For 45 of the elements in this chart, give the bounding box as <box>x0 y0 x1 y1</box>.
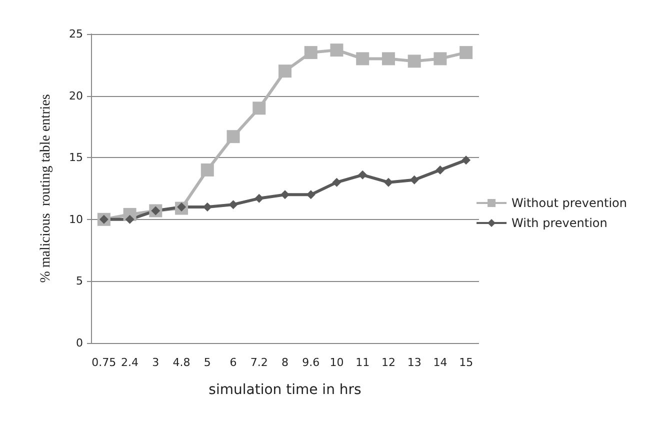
point <box>356 52 370 66</box>
x-tick-label: 12 <box>381 356 396 369</box>
point <box>434 52 447 66</box>
x-tick-label: 10 <box>330 356 344 369</box>
point <box>252 102 266 115</box>
legend-label: With prevention <box>512 216 608 230</box>
y-tick-label: 20 <box>69 89 83 102</box>
y-tick-label: 25 <box>69 28 83 40</box>
x-tick-label: 6 <box>230 356 237 369</box>
point <box>226 130 240 144</box>
x-tick-label: 5 <box>204 356 211 369</box>
point <box>436 165 445 174</box>
y-tick-label: 15 <box>69 151 83 164</box>
point <box>280 190 290 200</box>
point <box>332 178 342 187</box>
point <box>462 156 471 165</box>
legend-label: Without prevention <box>512 196 628 210</box>
x-tick-label: 8 <box>282 356 288 369</box>
x-tick-label: 14 <box>433 356 448 369</box>
point <box>125 214 134 224</box>
point <box>384 178 393 187</box>
y-tick-label: 0 <box>76 336 83 350</box>
x-tick-label: 3 <box>152 356 160 369</box>
x-axis-title: simulation time in hrs <box>208 382 362 398</box>
point <box>254 194 264 203</box>
point <box>330 44 344 57</box>
point <box>200 163 214 176</box>
x-tick-label: 13 <box>407 356 422 369</box>
point <box>460 46 473 60</box>
point <box>410 175 419 184</box>
x-tick-label: 15 <box>459 356 474 369</box>
x-tick-label: 7.2 <box>250 356 268 369</box>
point <box>408 54 421 68</box>
x-tick-label: 9.6 <box>302 356 320 369</box>
y-tick-label: 5 <box>76 274 83 288</box>
y-tick-label: 10 <box>69 212 83 226</box>
point <box>304 46 318 60</box>
point <box>358 170 368 180</box>
x-tick-label: 4.8 <box>172 356 190 369</box>
point <box>278 64 292 78</box>
y-axis-title: % malicious routing table entries <box>38 94 54 283</box>
point <box>382 52 395 66</box>
x-tick-label: 11 <box>356 356 370 369</box>
x-tick-label: 0.75 <box>92 356 116 369</box>
x-tick-label: 2.4 <box>121 356 139 369</box>
